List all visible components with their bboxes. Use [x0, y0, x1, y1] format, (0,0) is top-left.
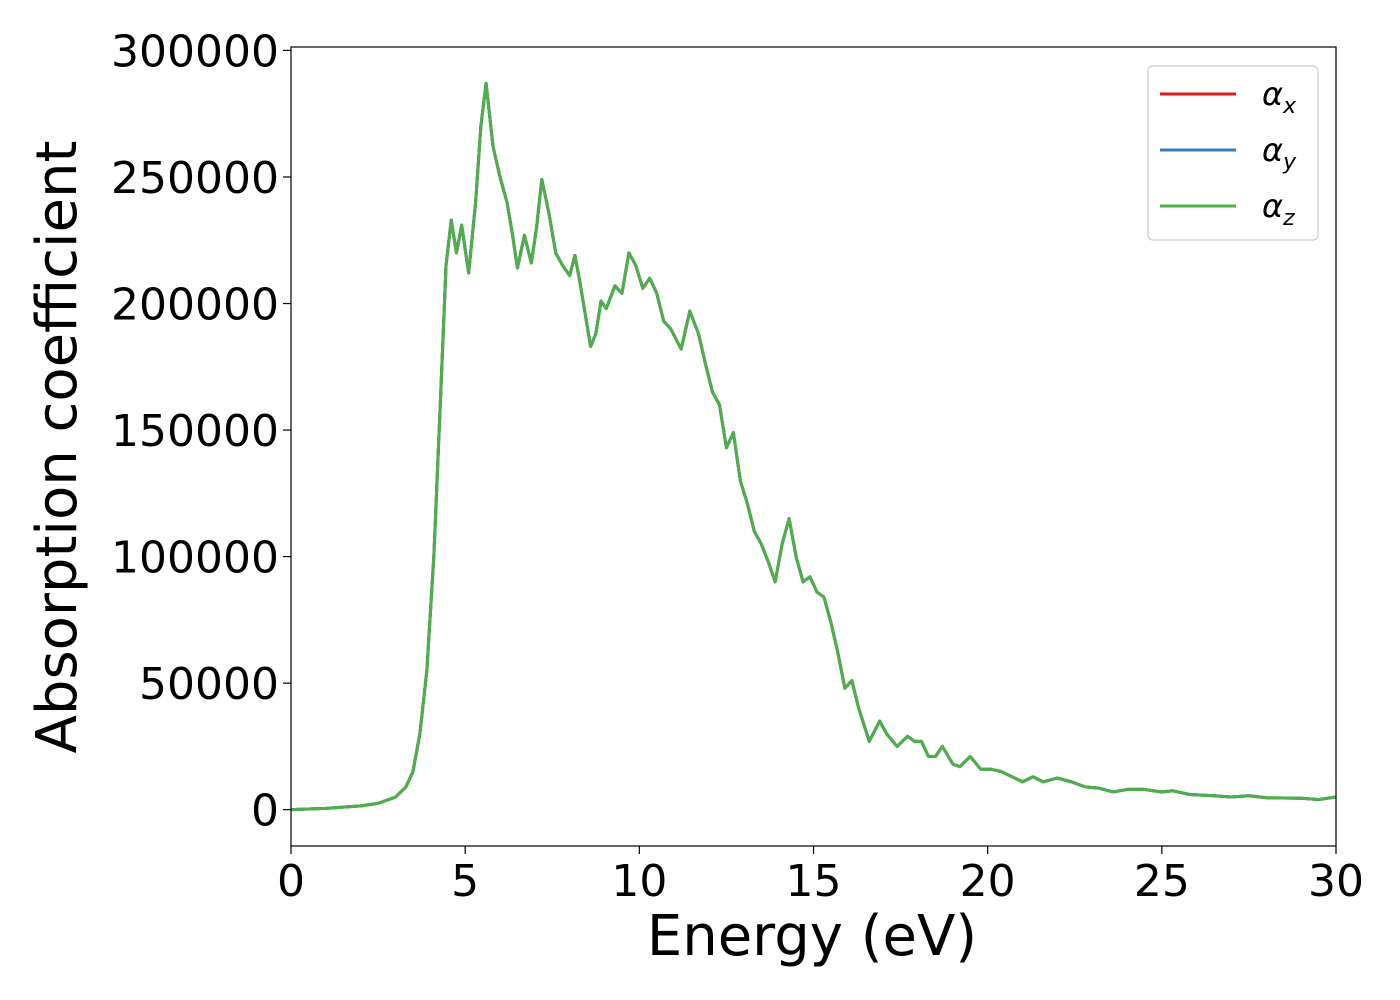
legend-label: αx: [1262, 75, 1297, 119]
legend-label: αz: [1262, 187, 1295, 231]
legend: αx αy αz: [1147, 65, 1319, 241]
x-tick-label: 30: [1308, 856, 1364, 907]
x-tick-label: 0: [277, 856, 305, 907]
x-tick-label: 25: [1134, 856, 1190, 907]
y-tick-label: 100000: [111, 533, 279, 584]
y-tick-label: 250000: [111, 153, 279, 204]
x-tick-label: 5: [451, 856, 479, 907]
plot-frame: [290, 46, 1337, 847]
y-tick-label: 0: [251, 786, 279, 837]
x-tick-label: 10: [611, 856, 667, 907]
y-tick-label: 50000: [139, 659, 279, 710]
legend-box: [1147, 65, 1319, 241]
legend-label: αy: [1262, 131, 1297, 175]
data-line: [290, 81, 1337, 812]
y-tick-label: 300000: [111, 26, 279, 77]
x-tick-label: 15: [786, 856, 842, 907]
y-axis-label: Absorption coefficient: [25, 141, 90, 754]
y-tick-label: 150000: [111, 406, 279, 457]
y-tick-label: 200000: [111, 280, 279, 331]
x-tick-label: 20: [960, 856, 1016, 907]
x-axis-label: Energy (eV): [647, 904, 977, 969]
